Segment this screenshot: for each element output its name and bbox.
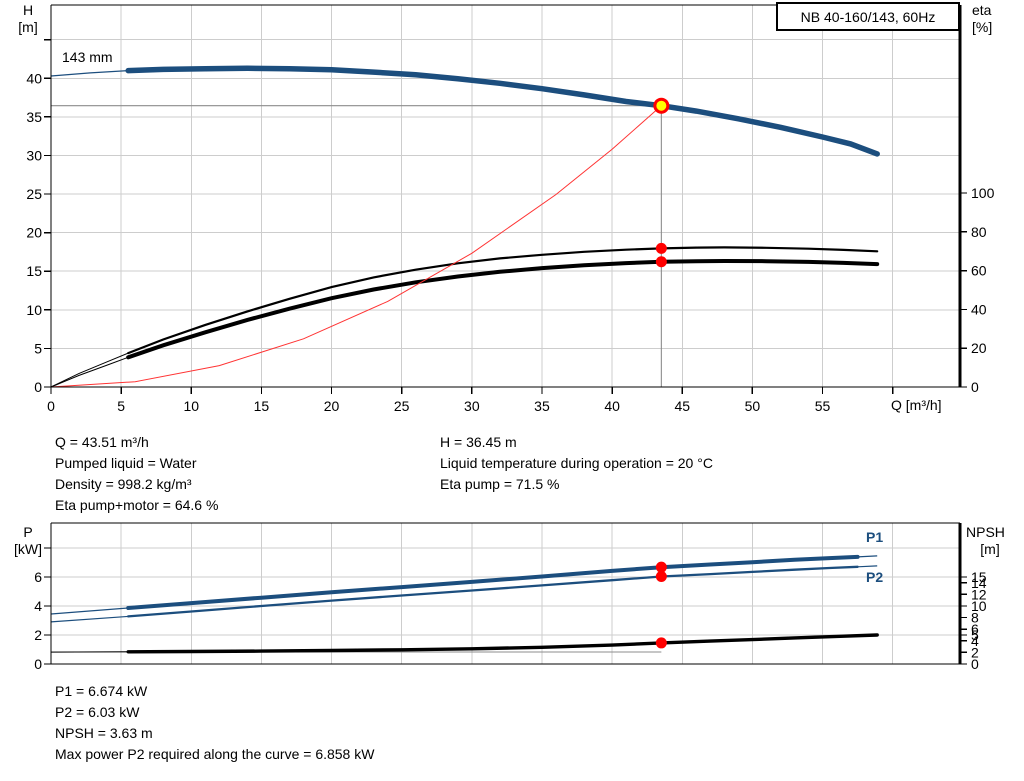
- qh-efficiency-chart-left-tick-label: 0: [34, 379, 42, 395]
- qh-efficiency-chart-right-tick-label: 60: [971, 263, 987, 279]
- power-npsh-chart-right-tick-label: 0: [971, 656, 979, 672]
- eta-pump-curve: [127, 246, 879, 355]
- eta-pump-motor-curve: [126, 258, 880, 360]
- p1-curve: [126, 554, 860, 610]
- qh-efficiency-chart-x-tick-label: 50: [745, 398, 761, 414]
- duty-head-text: H = 36.45 m: [440, 434, 517, 450]
- impeller-diameter-label: 143 mm: [62, 49, 113, 65]
- power-npsh-chart-right-tick-label: 4: [971, 633, 979, 649]
- pump-model-box: NB 40-160/143, 60Hz: [776, 2, 960, 31]
- power-npsh-chart-right-tick-label: 12: [971, 586, 987, 602]
- power-npsh-chart-left-tick-label: 2: [34, 627, 42, 643]
- p2-curve-label: P2: [866, 569, 884, 585]
- duty-flow-text: Q = 43.51 m³/h: [55, 434, 149, 450]
- npsh-duty-dot: [655, 637, 667, 649]
- density-text: Density = 998.2 kg/m³: [55, 476, 192, 492]
- qh-efficiency-chart-x-tick-label: 0: [47, 398, 55, 414]
- qh-efficiency-chart-right-tick-label: 20: [971, 340, 987, 356]
- power-npsh-chart-right-tick-label: 8: [971, 610, 979, 626]
- p2-curve: [127, 565, 859, 618]
- p2-duty-dot: [655, 571, 667, 583]
- liquid-temp-text: Liquid temperature during operation = 20…: [440, 455, 713, 471]
- qh-efficiency-chart-x-tick-label: 5: [117, 398, 125, 414]
- operating-point-marker: [653, 97, 670, 114]
- eta-pump-motor-text: Eta pump+motor = 64.6 %: [55, 497, 219, 513]
- p2-value-text: P2 = 6.03 kW: [55, 704, 140, 720]
- eta-pump-motor-duty-dot: [655, 256, 667, 268]
- h-axis-title: H: [22, 2, 34, 18]
- power-npsh-chart-left-tick-label: 4: [34, 598, 42, 614]
- power-npsh-chart-right-tick-label: 5: [971, 627, 979, 643]
- qh-efficiency-chart-left-tick-label: 35: [26, 109, 42, 125]
- npsh-axis-title: NPSH: [966, 524, 1005, 540]
- pumped-liquid-text: Pumped liquid = Water: [55, 455, 197, 471]
- power-npsh-chart-frame: [50, 522, 962, 665]
- head-curve: [125, 65, 880, 157]
- qh-efficiency-chart-x-tick-label: 45: [674, 398, 690, 414]
- qh-efficiency-chart-x-tick-label: 30: [464, 398, 480, 414]
- eta-pump-motor-curve-thin: [50, 260, 878, 388]
- h-axis-unit: [m]: [18, 19, 38, 35]
- qh-efficiency-chart-left-tick-label: 10: [26, 302, 42, 318]
- qh-efficiency-chart-frame: [50, 4, 962, 388]
- power-npsh-chart-right-tick-label: 2: [971, 644, 979, 660]
- qh-efficiency-chart-left-tick-label: 5: [34, 340, 42, 356]
- pump-model-label: NB 40-160/143, 60Hz: [800, 8, 936, 25]
- qh-efficiency-chart-right-tick-label: 0: [971, 379, 979, 395]
- qh-efficiency-chart: 0 5 10 15 20 25 30 35 40 0 20 40 60 80 100 0 5 10 15 20 25 30…: [26, 4, 995, 414]
- qh-efficiency-chart-x-tick-label: 20: [324, 398, 340, 414]
- qh-efficiency-chart-left-tick-label: 40: [26, 70, 42, 86]
- qh-efficiency-chart-x-tick-label: 15: [254, 398, 270, 414]
- qh-efficiency-chart-x-tick-label: 40: [604, 398, 620, 414]
- qh-efficiency-chart-x-tick-label: 25: [394, 398, 410, 414]
- power-npsh-chart-right-tick-label: 14: [971, 575, 987, 591]
- p1-value-text: P1 = 6.674 kW: [55, 683, 148, 699]
- npsh-axis-unit: [m]: [980, 541, 1000, 557]
- qh-efficiency-chart-x-tick-label: 35: [534, 398, 550, 414]
- eta-axis-title: eta: [972, 2, 992, 18]
- power-npsh-chart-right-tick-label: 6: [971, 621, 979, 637]
- p1-duty-dot: [655, 561, 667, 573]
- power-npsh-chart-right-tick-label: 10: [971, 598, 987, 614]
- qh-efficiency-chart-right-tick-label: 40: [971, 301, 987, 317]
- p1-curve-label: P1: [866, 529, 884, 545]
- power-npsh-chart-gridlines: [51, 523, 960, 664]
- max-power-text: Max power P2 required along the curve = …: [55, 746, 375, 762]
- qh-efficiency-chart-x-tick-label: 10: [183, 398, 199, 414]
- qh-efficiency-chart-left-tick-label: 25: [26, 186, 42, 202]
- eta-pump-duty-dot: [655, 242, 667, 254]
- eta-pump-text: Eta pump = 71.5 %: [440, 476, 560, 492]
- eta-axis-unit: [%]: [972, 19, 993, 35]
- p-axis-title: P: [23, 524, 33, 540]
- system-curve-thin: [50, 105, 662, 388]
- qh-efficiency-chart-axis-ticks: 0 5 10 15 20 25 30 35 40 0 20 40 60 80 100 0 5 10 15 20 25 30…: [26, 39, 995, 414]
- qh-efficiency-chart-left-tick-label: 15: [26, 263, 42, 279]
- qh-efficiency-chart-right-tick-label: 80: [971, 224, 987, 240]
- qh-efficiency-chart-left-tick-label: 30: [26, 147, 42, 163]
- qh-efficiency-chart-x-tick-label: 55: [815, 398, 831, 414]
- power-npsh-chart-left-tick-label: 0: [34, 656, 42, 672]
- eta-pump-curve-thin: [50, 246, 878, 388]
- power-npsh-chart-right-tick-label: 15: [971, 569, 987, 585]
- npsh-curve: [126, 633, 879, 654]
- qh-efficiency-chart-left-tick-label: 20: [26, 225, 42, 241]
- npsh-value-text: NPSH = 3.63 m: [55, 725, 153, 741]
- q-axis-unit: Q [m³/h]: [891, 397, 942, 413]
- p-axis-unit: [kW]: [14, 541, 42, 557]
- qh-efficiency-chart-right-tick-label: 100: [971, 185, 995, 201]
- power-npsh-chart-left-tick-label: 6: [34, 569, 42, 585]
- qh-efficiency-chart-gridlines: [51, 5, 960, 387]
